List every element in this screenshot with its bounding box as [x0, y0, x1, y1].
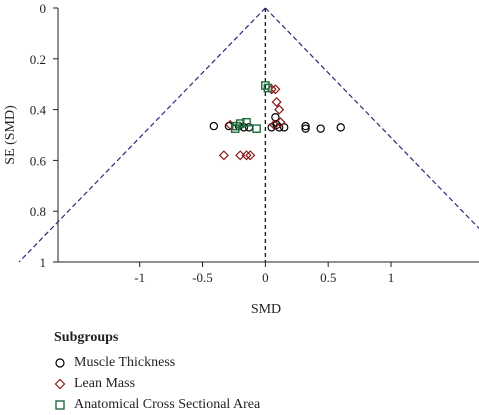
point-lean-mass — [270, 84, 281, 95]
point-lean-mass — [235, 150, 246, 161]
point-muscle-thickness — [209, 121, 219, 131]
legend: Subgroups Muscle Thickness Lean Mass Ana… — [54, 330, 260, 415]
legend-label: Lean Mass — [74, 375, 136, 391]
point-lean-mass — [269, 119, 280, 130]
x-tick-label: 1 — [388, 270, 395, 285]
point-muscle-thickness — [301, 124, 310, 133]
point-lean-mass — [274, 104, 285, 115]
funnel-lines-layer — [18, 7, 479, 263]
y-tick-label: 0.6 — [30, 153, 47, 168]
point-acsa — [230, 124, 240, 133]
point-lean-mass — [241, 150, 252, 161]
point-lean-mass — [271, 96, 282, 108]
y-tick-label: 0.4 — [30, 103, 47, 118]
x-axis-title: SMD — [251, 302, 281, 317]
point-muscle-thickness — [244, 123, 254, 132]
point-muscle-thickness — [316, 124, 325, 133]
x-tick-label: 0 — [262, 270, 269, 285]
y-axis-title: SE (SMD) — [3, 105, 18, 165]
point-acsa — [242, 117, 251, 127]
x-tick-label: -0.5 — [192, 270, 213, 285]
points-layer — [209, 81, 345, 161]
legend-item-acsa: Anatomical Cross Sectional Area — [54, 394, 260, 415]
point-lean-mass — [218, 150, 229, 161]
y-tick-label: 0.2 — [30, 52, 46, 67]
point-muscle-thickness — [271, 113, 280, 122]
legend-item-lean-mass: Lean Mass — [54, 373, 260, 394]
y-tick-label: 0.8 — [30, 204, 46, 219]
legend-title: Subgroups — [54, 330, 119, 345]
funnel-plot: -1 -0.5 0 0.5 1 0 0.2 0.4 0.6 0.8 1 SMD SE (SMD) — [3, 1, 479, 317]
point-acsa — [232, 121, 241, 131]
funnel-right-line — [264, 7, 479, 230]
diamond-marker-icon — [54, 378, 66, 389]
point-lean-mass — [245, 150, 256, 161]
legend-label: Anatomical Cross Sectional Area — [74, 396, 261, 412]
point-lean-mass — [275, 117, 286, 128]
circle-marker-icon — [55, 357, 65, 368]
axes-layer — [57, 8, 479, 263]
funnel-left-line — [18, 7, 266, 263]
point-muscle-thickness — [280, 123, 289, 132]
point-muscle-thickness — [336, 123, 345, 132]
point-acsa — [261, 81, 270, 90]
x-tick-label: 0.5 — [320, 270, 336, 285]
y-tick-label: 0 — [40, 1, 47, 16]
y-tick-label: 1 — [40, 255, 47, 270]
point-acsa — [263, 83, 273, 93]
x-tick-label: -1 — [134, 270, 145, 285]
ticks-layer: -1 -0.5 0 0.5 1 0 0.2 0.4 0.6 0.8 1 — [30, 1, 395, 285]
legend-label: Muscle Thickness — [74, 354, 176, 370]
square-marker-icon — [55, 399, 65, 410]
legend-item-muscle-thickness: Muscle Thickness — [54, 352, 260, 373]
point-muscle-thickness — [301, 121, 310, 131]
point-acsa — [252, 124, 261, 133]
